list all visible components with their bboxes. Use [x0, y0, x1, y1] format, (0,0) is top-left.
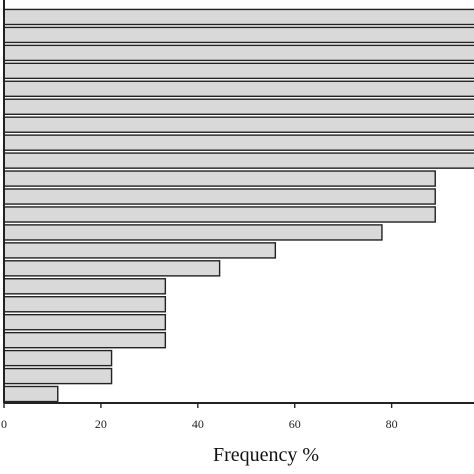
x-tick-label: 40	[192, 417, 204, 431]
bar	[3, 313, 167, 331]
bar	[3, 98, 474, 115]
bar	[3, 26, 474, 44]
bar	[3, 385, 59, 403]
bar	[3, 278, 167, 295]
bar	[3, 367, 113, 385]
bar	[3, 170, 436, 187]
bar	[3, 44, 474, 62]
bar	[3, 331, 167, 349]
bar	[3, 224, 383, 241]
x-tick-label: 20	[95, 417, 107, 431]
bar	[3, 152, 474, 169]
bar	[3, 116, 474, 133]
x-tick-label: 80	[386, 417, 398, 431]
x-axis-title: Frequency %	[213, 444, 319, 466]
bar	[3, 206, 436, 223]
bar	[3, 296, 167, 313]
x-ticks-group: 0 20 40 60 80	[1, 403, 398, 431]
bar	[3, 134, 474, 151]
bar	[3, 8, 474, 26]
bar	[3, 188, 436, 205]
x-tick-label: 60	[289, 417, 301, 431]
bar	[3, 80, 474, 98]
bar	[3, 349, 113, 367]
bar	[3, 62, 474, 80]
bar	[3, 242, 277, 259]
bars-group	[3, 8, 474, 403]
x-tick-label: 0	[1, 417, 7, 431]
bar	[3, 260, 221, 277]
